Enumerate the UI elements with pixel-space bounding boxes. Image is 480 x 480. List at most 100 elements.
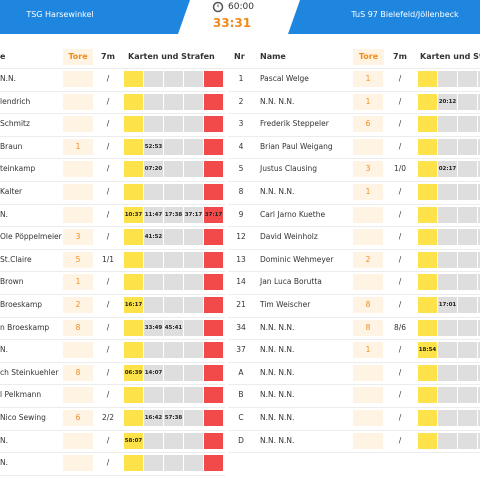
card-cell <box>184 184 203 200</box>
goals-cell <box>63 116 93 133</box>
row-divider <box>0 113 225 115</box>
row-divider <box>0 181 225 182</box>
row-divider <box>0 452 225 454</box>
card-cell <box>478 387 480 404</box>
row-divider <box>228 361 480 363</box>
row-divider <box>228 113 480 115</box>
seven-meter: / <box>106 458 110 468</box>
card-cell <box>164 161 183 178</box>
player-number: 5 <box>238 164 244 174</box>
card-cell <box>458 93 477 110</box>
card-cell <box>458 251 477 268</box>
player-name: Carl Jarno Kuethe <box>260 209 326 219</box>
card-cell <box>438 206 457 223</box>
row-divider <box>0 316 225 318</box>
card-cell <box>164 387 183 404</box>
card-cell <box>204 432 223 449</box>
card-cell <box>184 274 203 291</box>
goals-cell <box>353 274 383 291</box>
card-cell <box>418 184 437 200</box>
away-team: TuS 97 Bielefeld/Jöllenbeck <box>351 10 459 19</box>
player-name: Broeskamp <box>0 300 43 309</box>
player-name: Brown <box>0 277 24 287</box>
player-number: A <box>238 367 244 377</box>
card-cell <box>124 455 143 472</box>
player-number: 1 <box>238 74 244 83</box>
goals-header: Tore <box>63 49 93 65</box>
seven-meter: / <box>106 345 110 355</box>
card-cell <box>478 364 480 381</box>
card-cell <box>438 138 457 155</box>
card-cell <box>124 71 143 87</box>
player-name: Dominic Wehmeyer <box>260 254 334 264</box>
row-divider <box>0 339 225 341</box>
card-cell <box>438 410 457 426</box>
header-bar <box>0 0 480 34</box>
row-divider <box>228 90 480 92</box>
card-cell <box>418 432 437 449</box>
card-cell <box>184 251 203 268</box>
player-number: 8 <box>238 187 244 196</box>
goals-cell <box>63 206 93 223</box>
card-cell <box>184 455 203 472</box>
card-cell <box>478 93 480 110</box>
card-cell <box>204 364 223 381</box>
row-divider <box>228 384 480 386</box>
player-name: N.N. <box>0 74 16 83</box>
seven-meter: / <box>398 141 402 151</box>
player-name: l Pelkmann <box>0 390 42 400</box>
card-cell <box>164 297 183 313</box>
card-cell <box>144 455 163 472</box>
card-cell <box>478 71 480 87</box>
card-cell <box>438 229 457 246</box>
card-cell <box>204 184 223 200</box>
card-cell <box>478 274 480 291</box>
card-cell <box>458 184 477 200</box>
score: 33:31 <box>212 16 252 30</box>
player-name: N. <box>0 435 8 445</box>
card-cell <box>438 274 457 291</box>
card-cell: 18:54 <box>418 342 437 359</box>
seven-meter: / <box>398 232 402 242</box>
player-name: David Weinholz <box>260 232 318 242</box>
player-name: N.N. N.N. <box>260 322 295 332</box>
column-header: Karten und Strafen <box>420 52 480 61</box>
player-name: Frederik Steppeler <box>260 119 329 129</box>
card-cell <box>164 138 183 155</box>
away-banner <box>288 0 480 34</box>
card-cell <box>458 116 477 133</box>
goals-cell: 2 <box>353 251 383 268</box>
card-cell <box>124 184 143 200</box>
card-cell <box>164 71 183 87</box>
row-divider <box>0 158 225 160</box>
card-cell <box>124 319 143 336</box>
card-cell <box>184 319 203 336</box>
card-cell: 17:38 <box>164 206 183 223</box>
card-cell <box>204 455 223 472</box>
card-cell <box>458 319 477 336</box>
card-cell <box>164 184 183 200</box>
card-cell: 20:12 <box>438 93 457 110</box>
goals-cell: 5 <box>63 251 93 268</box>
card-cell: 33:49 <box>144 319 163 336</box>
seven-meter: / <box>398 345 402 355</box>
goals-cell <box>63 184 93 200</box>
card-cell <box>438 432 457 449</box>
player-number: 37 <box>236 345 246 355</box>
row-divider <box>228 271 480 273</box>
goals-cell: 2 <box>63 297 93 313</box>
card-cell <box>204 161 223 178</box>
seven-meter: / <box>106 187 110 196</box>
card-cell <box>458 206 477 223</box>
row-divider <box>0 429 225 431</box>
seven-meter: / <box>398 435 402 445</box>
card-cell <box>124 93 143 110</box>
card-cell <box>124 161 143 178</box>
row-divider <box>228 452 480 454</box>
player-name: Pascal Welge <box>260 74 309 83</box>
card-cell: 07:20 <box>144 161 163 178</box>
card-cell <box>144 93 163 110</box>
player-number: 34 <box>236 322 246 332</box>
seven-meter: 1/0 <box>393 164 407 174</box>
row-divider <box>0 361 225 363</box>
